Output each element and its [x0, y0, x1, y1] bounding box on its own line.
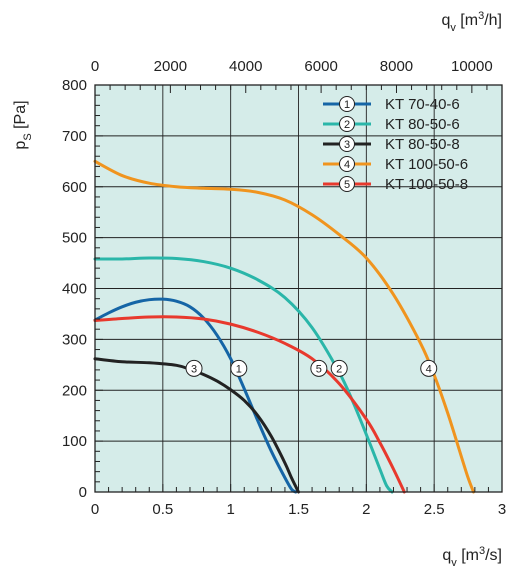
curve-marker-label-5: 5 — [316, 363, 322, 375]
curve-marker-label-3: 3 — [191, 363, 197, 375]
curve-5 — [93, 315, 406, 494]
y-tick-label: 200 — [62, 382, 87, 399]
curve-marker-label-4: 4 — [426, 363, 432, 375]
legend-marker-1 — [339, 96, 355, 112]
legend-marker-label-5: 5 — [344, 179, 350, 191]
curve-markers: 1 2 3 4 5 — [185, 359, 438, 377]
y-tick-label: 0 — [79, 484, 87, 501]
y-tick-label: 300 — [62, 331, 87, 348]
y-tick-label: 400 — [62, 281, 87, 298]
y-tick-label: 600 — [62, 179, 87, 196]
x-tick-label: 1 — [226, 501, 234, 518]
x-tick-label: 1.5 — [288, 501, 309, 518]
x-tick-label: 2 — [362, 501, 370, 518]
curve-marker-5 — [310, 359, 328, 377]
curve-marker-label-2: 2 — [336, 363, 342, 375]
top-tick-label: 8000 — [380, 58, 413, 75]
curve-4 — [93, 159, 476, 494]
top-tick-label: 4000 — [229, 58, 262, 75]
legend-marker-label-4: 4 — [344, 159, 350, 171]
y-tick-label: 700 — [62, 128, 87, 145]
curve-3 — [93, 357, 300, 494]
legend-label-4: KT 100-50-6 — [385, 156, 468, 173]
x-axis-title: qv [m3/s] — [442, 545, 502, 569]
curve-marker-4 — [420, 359, 438, 377]
curve-marker-2 — [330, 359, 348, 377]
fan-curves — [93, 159, 476, 494]
y-tick-label: 800 — [62, 77, 87, 94]
legend-marker-label-3: 3 — [344, 139, 350, 151]
grid-lines — [95, 85, 502, 492]
legend-marker-3 — [339, 136, 355, 152]
legend-label-1: KT 70-40-6 — [385, 96, 460, 113]
curve-marker-label-1: 1 — [236, 363, 242, 375]
y-tick-label: 500 — [62, 230, 87, 247]
y-tick-label: 100 — [62, 433, 87, 450]
legend-marker-4 — [339, 156, 355, 172]
top-tick-label: 10000 — [451, 58, 493, 75]
legend: 1 KT 70-40-6 2 KT 80-50-6 3 KT 80-50-8 4 KT 100… — [323, 96, 468, 193]
legend-marker-label-1: 1 — [344, 99, 350, 111]
legend-marker-2 — [339, 116, 355, 132]
legend-label-5: KT 100-50-8 — [385, 176, 468, 193]
top-tick-label: 6000 — [304, 58, 337, 75]
top-axis-title: qv [m3/h] — [441, 10, 502, 34]
curve-marker-1 — [230, 359, 248, 377]
legend-marker-label-2: 2 — [344, 119, 350, 131]
x-tick-label: 0 — [91, 501, 99, 518]
legend-label-2: KT 80-50-6 — [385, 116, 460, 133]
y-axis-title: pS [Pa] — [12, 100, 34, 149]
x-tick-label: 0.5 — [152, 501, 173, 518]
x-tick-label: 2.5 — [424, 501, 445, 518]
legend-label-3: KT 80-50-8 — [385, 136, 460, 153]
x-tick-label: 3 — [498, 501, 506, 518]
axis-ticks — [94, 84, 503, 493]
curve-marker-3 — [185, 359, 203, 377]
top-tick-label: 2000 — [154, 58, 187, 75]
curve-2 — [93, 256, 394, 494]
legend-marker-5 — [339, 176, 355, 192]
top-tick-label: 0 — [91, 58, 99, 75]
